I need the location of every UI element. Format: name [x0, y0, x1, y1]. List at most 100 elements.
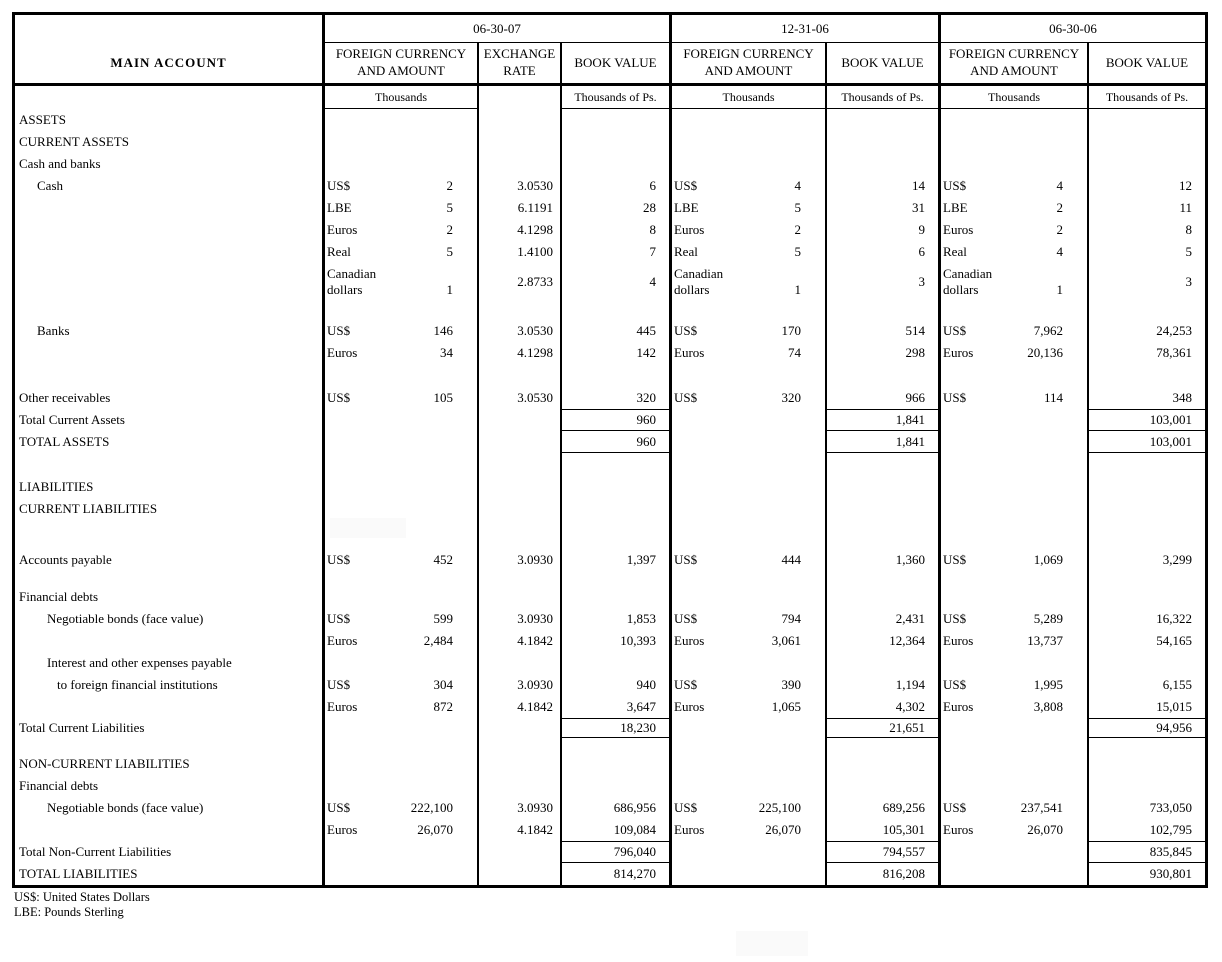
book-value-cell: [1089, 652, 1205, 674]
book-value-cell: [1089, 453, 1205, 476]
g2-foreign-currency-cell: US$ 4: [672, 175, 827, 197]
g1-foreign-currency-cell: [325, 364, 479, 387]
account-label-cell: [15, 342, 325, 364]
units-thousands-ps-1: Thousands of Ps.: [562, 86, 672, 109]
exchange-rate-cell: [479, 542, 562, 549]
currency-code: US$: [943, 389, 967, 405]
book-value-cell: 835,845: [1089, 841, 1205, 863]
g3-foreign-currency-cell: [941, 153, 1089, 175]
book-value-cell: 105,301: [827, 819, 941, 841]
book-value-cell: 54,165: [1156, 633, 1192, 648]
account-label-cell: Total Non-Current Liabilities: [15, 841, 325, 863]
account-label-cell: Total Current Assets: [15, 409, 325, 431]
exchange-rate-cell: [479, 863, 562, 885]
col-header-foreign-currency-3: FOREIGN CURRENCY AND AMOUNT: [941, 43, 1089, 83]
currency-code: Real: [327, 243, 351, 259]
book-value-cell: 3,299: [1162, 552, 1192, 567]
book-value-cell: 12,364: [827, 630, 941, 652]
book-value-cell: [827, 586, 941, 608]
table-row: ASSETS: [15, 109, 1205, 131]
g2-foreign-currency-cell: Euros 74: [672, 342, 827, 364]
g3-foreign-currency-cell: US$ 114: [941, 387, 1089, 409]
account-label-cell: [15, 571, 325, 586]
table-row: [15, 453, 1205, 476]
book-value-cell: 686,956: [562, 797, 672, 819]
g2-foreign-currency-cell: [672, 498, 827, 520]
g2-foreign-currency-cell: LBE 5: [672, 197, 827, 219]
account-label-cell: [15, 300, 325, 320]
currency-amount: 146: [433, 323, 454, 338]
book-value-cell: [1089, 571, 1205, 586]
currency-amount: 444: [781, 552, 802, 567]
account-label-cell: Cash: [15, 175, 325, 197]
currency-code: LBE: [943, 199, 968, 215]
account-label-cell: Interest and other expenses payable: [15, 652, 325, 674]
account-label-cell: [15, 542, 325, 549]
g3-foreign-currency-cell: [941, 775, 1089, 797]
table-row: [15, 738, 1205, 753]
currency-amount: 4: [1056, 178, 1064, 193]
exchange-rate-cell: 3.0930: [479, 797, 562, 819]
g3-foreign-currency-cell: [941, 300, 1089, 320]
book-value-cell: [827, 520, 941, 542]
currency-code: Euros: [674, 821, 705, 837]
table-row: [15, 364, 1205, 387]
g1-foreign-currency-cell: US$ 146: [325, 320, 479, 342]
g1-foreign-currency-cell: [325, 863, 479, 885]
book-value-cell: [562, 753, 672, 775]
currency-amount: 5: [446, 200, 454, 215]
currency-amount: 2: [446, 178, 454, 193]
col-header-book-value-2: BOOK VALUE: [827, 43, 941, 83]
currency-code: US$: [327, 551, 351, 567]
g2-foreign-currency-cell: Canadian dollars 1: [672, 263, 827, 300]
book-value-cell: [827, 542, 941, 549]
table-row: CURRENT ASSETS: [15, 131, 1205, 153]
currency-amount: 3,808: [1033, 699, 1063, 714]
table-row: Total Current Assets 960 1,841 103,001: [15, 409, 1205, 431]
g1-foreign-currency-cell: [325, 738, 479, 753]
book-value-cell: 28: [562, 197, 672, 219]
period-header-1: 06-30-07: [325, 15, 672, 43]
period-header-3: 06-30-06: [941, 15, 1205, 43]
g2-foreign-currency-cell: [672, 652, 827, 674]
g2-foreign-currency-cell: [672, 542, 827, 549]
currency-code: US$: [943, 676, 967, 692]
g2-foreign-currency-cell: [672, 571, 827, 586]
book-value-cell: 794,557: [827, 841, 941, 863]
account-label-cell: [15, 197, 325, 219]
g1-foreign-currency-cell: LBE 5: [325, 197, 479, 219]
currency-amount: 1: [446, 282, 454, 297]
g1-foreign-currency-cell: Real 5: [325, 241, 479, 263]
g2-foreign-currency-cell: Euros 1,065: [672, 696, 827, 718]
col-header-book-value-1: BOOK VALUE: [562, 43, 672, 83]
book-value-cell: 21,651: [827, 718, 941, 738]
book-value-cell: [562, 131, 672, 153]
g2-foreign-currency-cell: [672, 520, 827, 542]
book-value-cell: [562, 571, 672, 586]
account-label-cell: Financial debts: [15, 775, 325, 797]
currency-amount: 20,136: [1027, 345, 1063, 360]
book-value-cell: [1089, 775, 1205, 797]
currency-amount: 237,541: [1020, 800, 1063, 815]
currency-amount: 390: [781, 677, 802, 692]
book-value-cell: 3: [1185, 273, 1193, 289]
currency-code: Euros: [327, 221, 358, 237]
g1-foreign-currency-cell: [325, 431, 479, 453]
book-value-cell: 2,431: [827, 608, 941, 630]
g3-foreign-currency-cell: Euros 26,070: [941, 819, 1089, 841]
exchange-rate-cell: [479, 109, 562, 131]
table-body: ASSETS CURRENT ASSETS Cash and banks Cash US…: [15, 109, 1205, 885]
exchange-rate-cell: 4.1842: [479, 696, 562, 718]
currency-code: Euros: [327, 698, 358, 714]
book-value-cell: [562, 652, 672, 674]
col-header-line: BOOK VALUE: [1105, 54, 1189, 70]
g1-foreign-currency-cell: [325, 520, 479, 542]
g3-foreign-currency-cell: [941, 431, 1089, 453]
book-value-cell: 348: [1172, 390, 1193, 405]
book-value-cell: 1,841: [827, 409, 941, 431]
account-label-cell: [15, 696, 325, 718]
exchange-rate-cell: [479, 753, 562, 775]
g1-foreign-currency-cell: [325, 775, 479, 797]
g1-foreign-currency-cell: [325, 753, 479, 775]
